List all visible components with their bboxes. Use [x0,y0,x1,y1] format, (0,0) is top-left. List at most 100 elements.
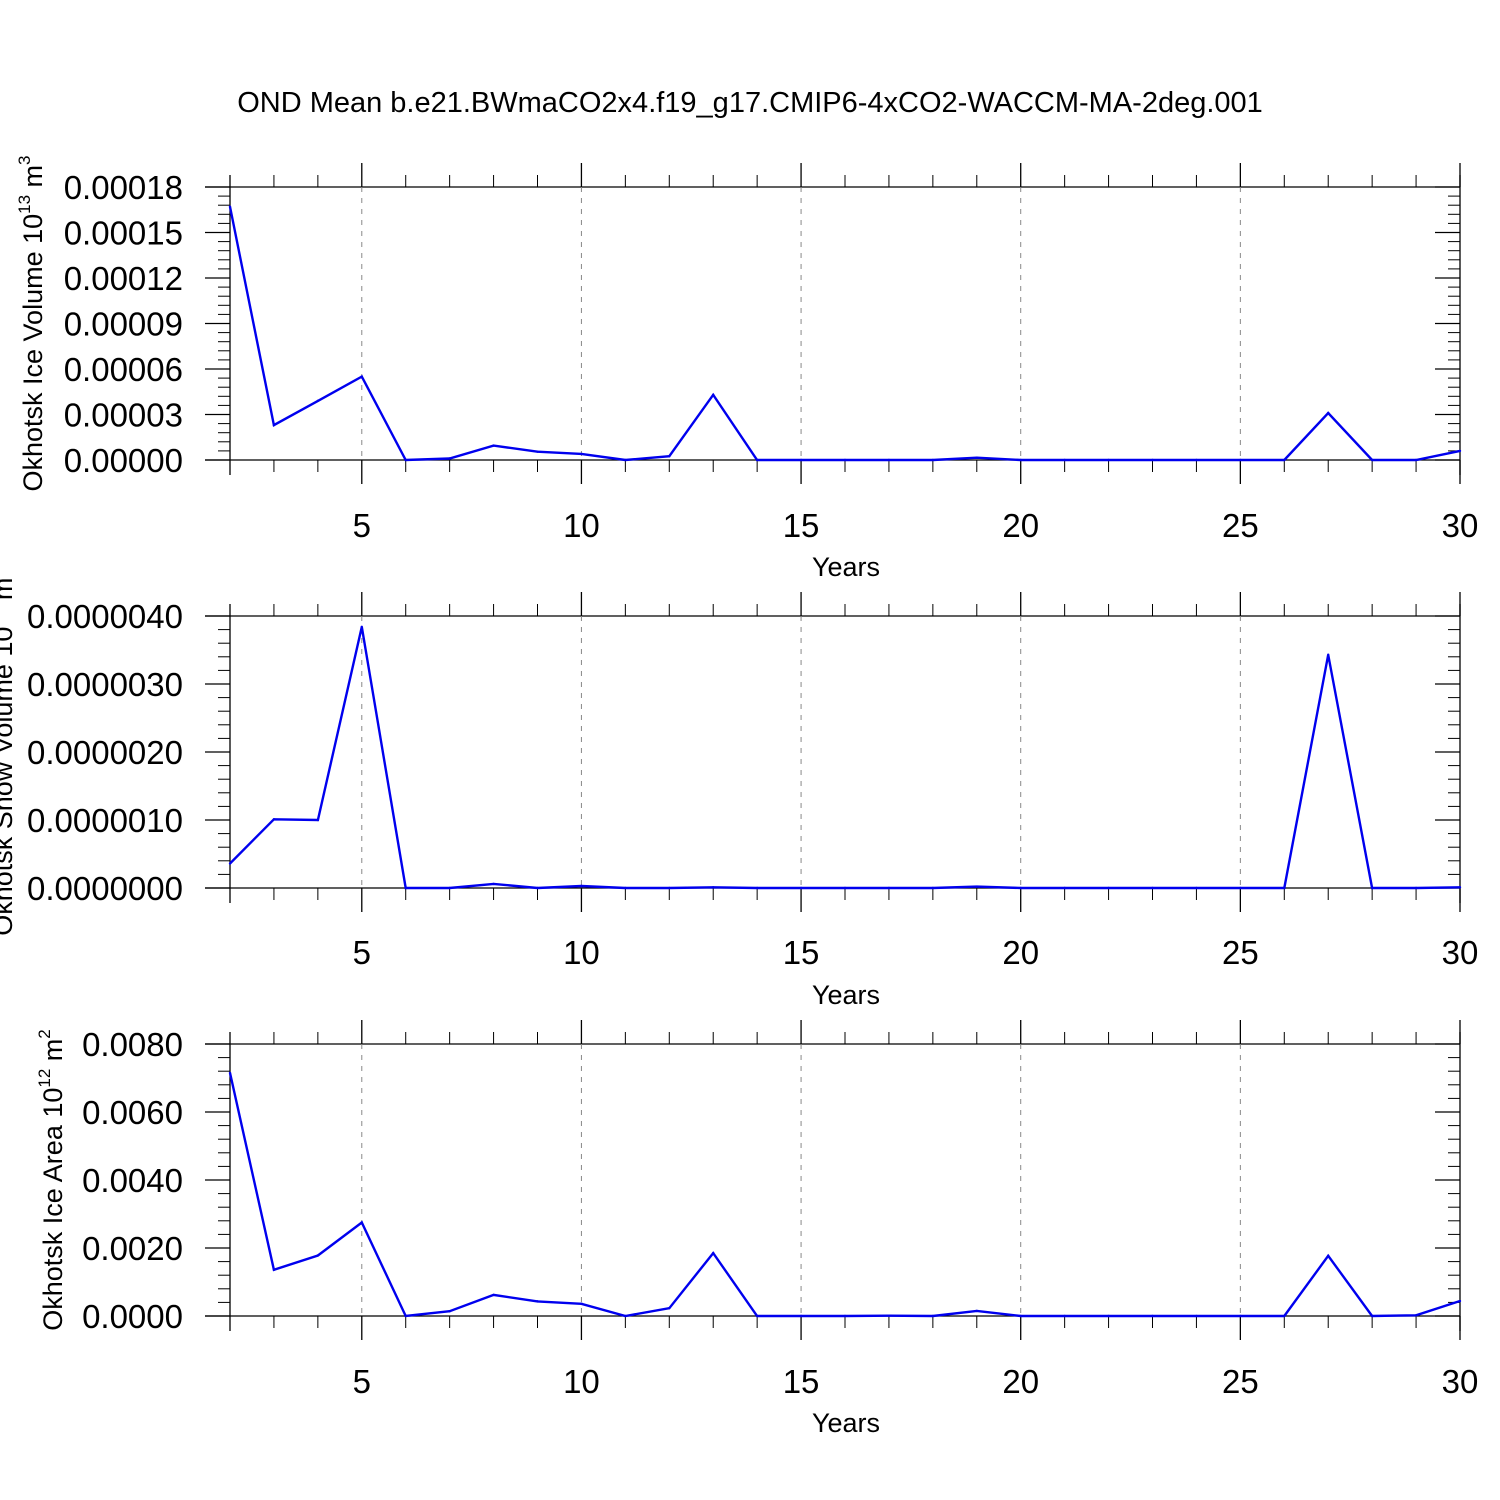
x-tick-label: 25 [1222,507,1259,544]
data-point [1107,886,1110,890]
data-point [755,886,759,890]
x-axis-label: Years [812,1408,880,1438]
data-point [404,886,407,890]
data-point [1327,653,1330,656]
y-axis-label-unit: m [0,578,18,608]
data-point [272,1268,276,1271]
y-axis-label-exponent: 13 [15,195,34,214]
data-point [712,393,715,396]
data-point [1327,1254,1330,1258]
y-tick-label: 0.0000000 [27,870,183,907]
data-point [799,886,803,890]
data-point [448,1310,451,1313]
data-point [931,1314,935,1318]
y-axis-label-unit-exponent: 3 [15,155,34,164]
data-point [1370,458,1374,462]
data-point [536,1300,539,1303]
y-axis-label: Okhotsk Ice Area 1012 m2 [35,1029,68,1331]
data-point [272,818,276,821]
data-point [624,458,627,462]
data-point [1019,1314,1022,1318]
data-point [360,1221,363,1224]
x-tick-label: 10 [563,507,600,544]
data-point [272,423,276,427]
data-point [228,205,232,208]
data-point [712,886,715,889]
data-point [448,457,451,460]
data-point [1239,886,1242,890]
x-tick-label: 20 [1002,934,1039,971]
data-point [1107,1314,1110,1318]
y-tick-label: 0.0040 [82,1162,183,1199]
y-tick-label: 0.00018 [64,169,183,206]
data-point [755,1314,759,1318]
x-axis-label: Years [812,980,880,1010]
data-point [624,886,627,890]
data-point [492,882,495,886]
x-tick-label: 20 [1002,507,1039,544]
y-tick-label: 0.0020 [82,1230,183,1267]
x-tick-label: 30 [1442,1363,1479,1400]
x-tick-label: 30 [1442,507,1479,544]
data-point [360,375,363,378]
x-tick-label: 25 [1222,934,1259,971]
y-tick-label: 0.00003 [64,397,183,434]
data-point [580,1302,583,1305]
y-tick-label: 0.00000 [64,442,183,479]
data-point [1019,458,1022,462]
data-point [624,1314,627,1318]
data-point [1151,1314,1154,1318]
chart-panel-1: 5 10 15 20 25 30 0.00000 0.00003 0.00006 0.00009 0… [15,155,1478,582]
y-axis-label-text: Okhotsk Ice Area 10 [38,1088,68,1331]
x-tick-label: 15 [783,934,820,971]
data-point [1063,1314,1066,1318]
series-line [229,626,1461,890]
data-point [492,1293,495,1297]
data-point [1283,886,1286,890]
y-axis-label-unit: m [18,165,48,195]
data-point [404,1314,407,1318]
data-point [1458,1299,1462,1303]
data-point [1414,458,1418,462]
data-point [712,1251,715,1255]
data-point [668,1306,671,1310]
data-point [931,458,935,462]
data-point [1370,886,1374,890]
y-tick-label: 0.0000040 [27,598,183,635]
data-point [1063,886,1066,890]
data-point [404,458,407,462]
data-point [1239,458,1242,462]
series-line [228,1072,1461,1318]
y-tick-label: 0.00015 [64,215,183,252]
y-tick-label: 0.00012 [64,260,183,297]
x-tick-label: 15 [783,1363,820,1400]
y-axis-label: Okhotsk Snow Volume 1013 m3 [0,568,18,936]
y-tick-label: 0.0060 [82,1094,183,1131]
data-point [1370,1314,1374,1318]
data-point [1458,886,1462,889]
data-point [536,450,539,453]
y-axis-label-exponent: 13 [0,608,4,627]
data-point [580,884,583,888]
x-tick-label: 5 [353,934,371,971]
y-tick-label: 0.0000030 [27,666,183,703]
y-tick-label: 0.0080 [82,1026,183,1063]
data-point [316,1254,320,1257]
data-point [228,862,232,865]
data-point [1195,886,1198,890]
data-point [492,444,495,447]
y-axis-label-exponent: 12 [35,1069,54,1088]
data-point [975,1309,978,1313]
y-tick-label: 0.0000 [82,1298,183,1335]
chart-panel-3: 5 10 15 20 25 30 0.0000 0.0020 0.0040 0.0060 0.008… [35,1020,1478,1438]
x-tick-label: 30 [1442,934,1479,971]
data-point [1327,411,1330,415]
data-point [931,886,935,890]
data-point [887,1314,891,1317]
data-point [316,818,320,822]
data-point [1414,1314,1418,1317]
data-point [668,455,671,458]
data-point [975,885,978,888]
data-point [799,1314,803,1318]
